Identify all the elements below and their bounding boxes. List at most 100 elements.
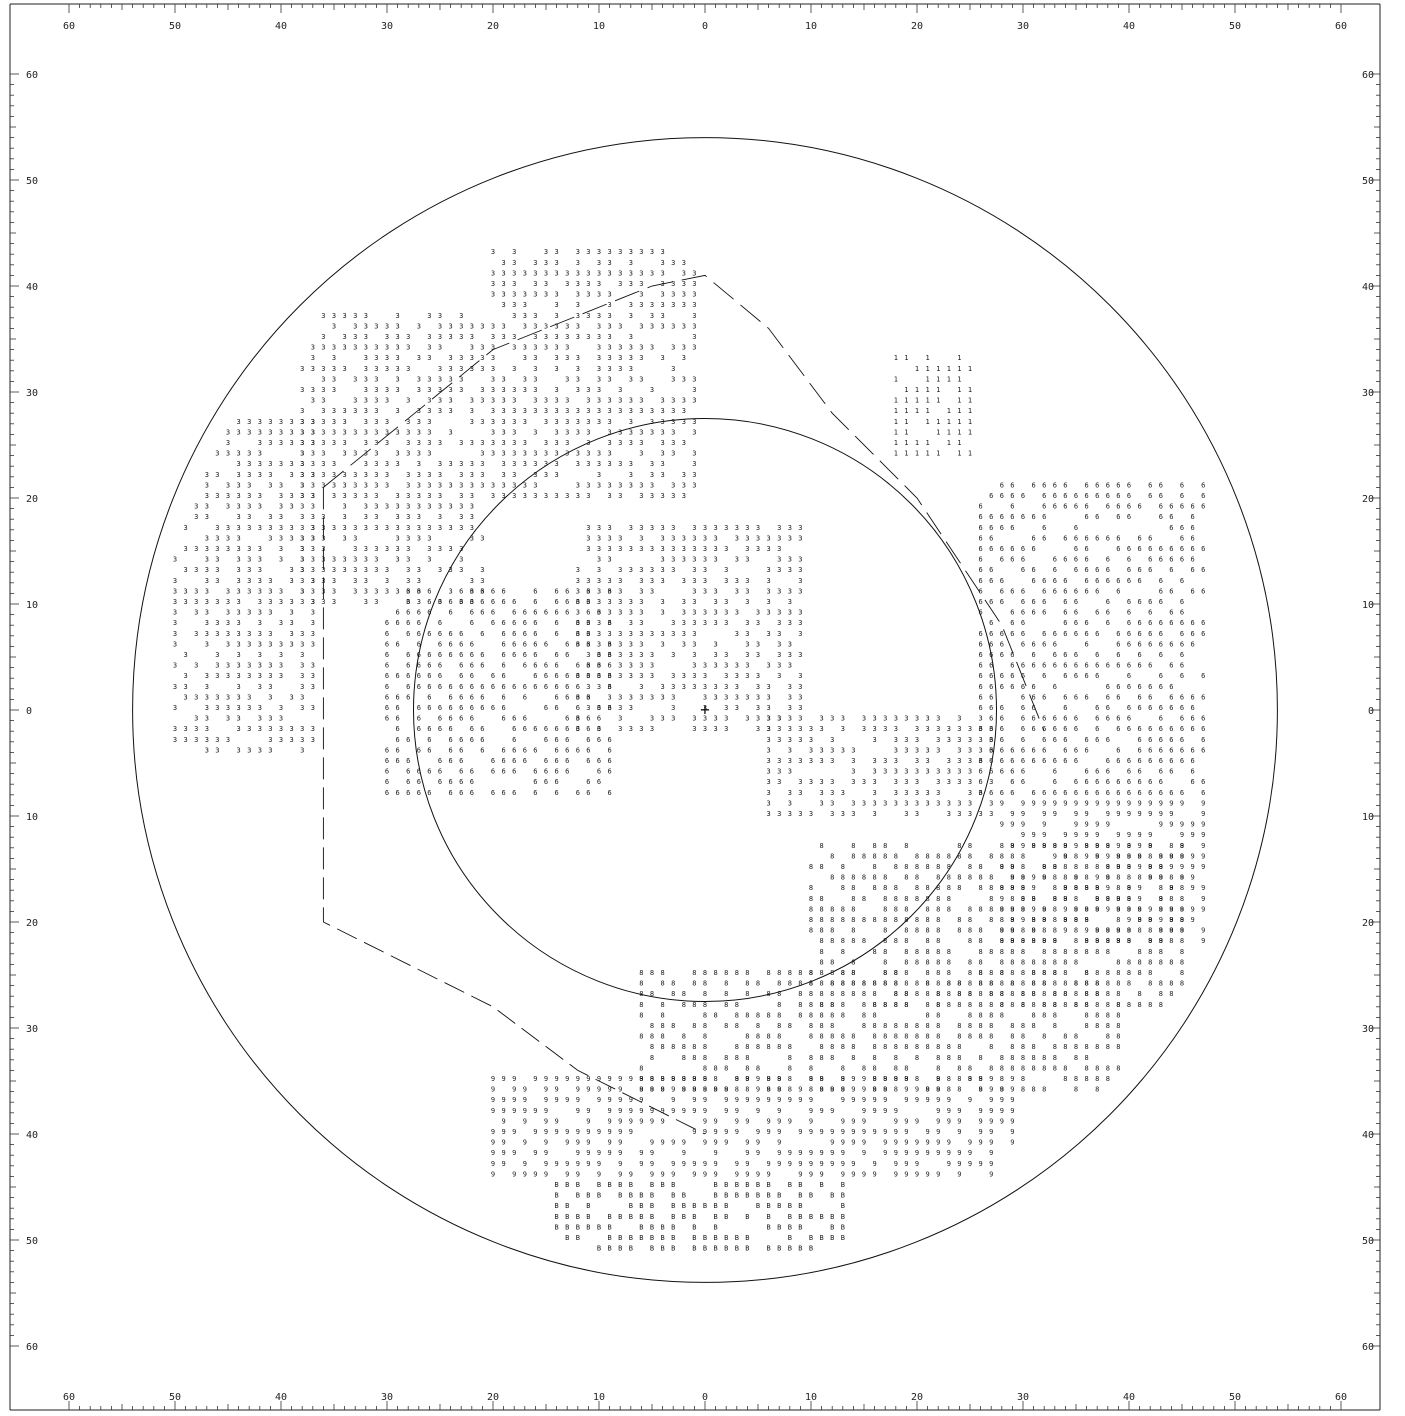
grid-cell: 8	[788, 1086, 792, 1094]
grid-cell: 3	[268, 534, 272, 542]
grid-cell: 8	[1084, 980, 1088, 988]
grid-cell: 3	[395, 503, 399, 511]
grid-cell: 8	[968, 916, 972, 924]
grid-cell: 6	[1063, 736, 1067, 744]
grid-cell: 9	[1095, 905, 1099, 913]
grid-cell: 3	[586, 651, 590, 659]
grid-cell: B	[819, 1181, 823, 1189]
grid-cell: 6	[1074, 545, 1078, 553]
grid-cell: 8	[1095, 852, 1099, 860]
grid-cell: 3	[523, 269, 527, 277]
grid-cell: 6	[978, 789, 982, 797]
grid-cell: 3	[342, 492, 346, 500]
grid-cell: 9	[735, 1075, 739, 1083]
grid-cell: 8	[904, 916, 908, 924]
grid-cell: 8	[713, 1064, 717, 1072]
grid-cell: 8	[1031, 1086, 1035, 1094]
grid-cell: 3	[173, 577, 177, 585]
grid-cell: 9	[735, 1117, 739, 1125]
grid-cell: 6	[1063, 492, 1067, 500]
grid-cell: 3	[438, 439, 442, 447]
grid-cell: 9	[1116, 842, 1120, 850]
grid-cell: 3	[968, 725, 972, 733]
grid-cell: B	[639, 1234, 643, 1242]
grid-cell: 3	[364, 587, 368, 595]
x-tick-label-bottom: 10	[805, 1392, 817, 1403]
grid-cell: 3	[183, 566, 187, 574]
grid-cell: 3	[819, 778, 823, 786]
grid-cell: 3	[724, 704, 728, 712]
grid-cell: 3	[205, 503, 209, 511]
grid-cell: 3	[374, 418, 378, 426]
y-tick-label-left: 30	[26, 388, 38, 399]
grid-cell: 6	[501, 662, 505, 670]
grid-cell: 9	[809, 1170, 813, 1178]
grid-cell: 8	[947, 1043, 951, 1051]
grid-cell: 9	[713, 1149, 717, 1157]
grid-cell: 3	[385, 545, 389, 553]
grid-cell: 8	[1042, 874, 1046, 882]
grid-cell: 3	[512, 248, 516, 256]
grid-cell: 9	[1159, 874, 1163, 882]
grid-cell: 3	[300, 598, 304, 606]
grid-cell: 6	[427, 789, 431, 797]
grid-cell: 8	[1180, 884, 1184, 892]
grid-cell: 6	[1148, 481, 1152, 489]
grid-cell: 9	[872, 1160, 876, 1168]
grid-cell: 8	[1074, 958, 1078, 966]
grid-cell: 6	[1127, 556, 1131, 564]
grid-cell: 3	[311, 534, 315, 542]
x-tick-label-bottom: 20	[911, 1392, 923, 1403]
grid-cell: 8	[1010, 852, 1014, 860]
grid-cell: 8	[692, 969, 696, 977]
axis-ticks	[10, 4, 1380, 1410]
grid-cell: 8	[883, 884, 887, 892]
grid-cell: 8	[1021, 1001, 1025, 1009]
grid-cell: 8	[1010, 884, 1014, 892]
center-cross-marker: +	[700, 700, 710, 719]
grid-cell: 3	[618, 725, 622, 733]
grid-cell: 8	[1137, 852, 1141, 860]
grid-cell: 3	[215, 534, 219, 542]
grid-cell: 6	[385, 704, 389, 712]
grid-cell: 3	[682, 577, 686, 585]
grid-cell: 3	[851, 799, 855, 807]
grid-cell: 3	[607, 322, 611, 330]
grid-cell: 9	[1127, 799, 1131, 807]
grid-cell: 3	[618, 704, 622, 712]
grid-cell: 8	[1169, 842, 1173, 850]
grid-cell: 8	[1042, 863, 1046, 871]
grid-cell: 6	[554, 757, 558, 765]
grid-cell: B	[735, 1245, 739, 1253]
grid-cell: 9	[989, 1096, 993, 1104]
grid-cell: 6	[1190, 757, 1194, 765]
grid-cell: B	[576, 1181, 580, 1189]
grid-cell: 8	[777, 1075, 781, 1083]
grid-cell: 1	[968, 397, 972, 405]
grid-cell: 9	[904, 1149, 908, 1157]
grid-cell: 8	[957, 1075, 961, 1083]
grid-cell: 3	[639, 651, 643, 659]
grid-cell: 8	[894, 1022, 898, 1030]
grid-cell: 6	[1074, 746, 1078, 754]
grid-cell: 8	[1010, 1001, 1014, 1009]
grid-cell: 3	[650, 492, 654, 500]
grid-cell: B	[629, 1234, 633, 1242]
grid-cell: 3	[311, 503, 315, 511]
grid-cell: 3	[618, 460, 622, 468]
grid-cell: 8	[745, 1086, 749, 1094]
grid-cell: 6	[1201, 778, 1205, 786]
grid-cell: 3	[183, 672, 187, 680]
grid-cell: 8	[1095, 1075, 1099, 1083]
grid-cell: 3	[321, 397, 325, 405]
grid-cell: 8	[894, 895, 898, 903]
grid-cell: 3	[205, 587, 209, 595]
grid-cell: 3	[554, 248, 558, 256]
grid-cell: B	[830, 1223, 834, 1231]
grid-cell: 6	[501, 789, 505, 797]
grid-cell: 8	[1159, 958, 1163, 966]
grid-cell: 8	[1159, 980, 1163, 988]
grid-cell: 3	[586, 534, 590, 542]
grid-cell: 8	[1021, 1054, 1025, 1062]
grid-cell: 6	[459, 587, 463, 595]
